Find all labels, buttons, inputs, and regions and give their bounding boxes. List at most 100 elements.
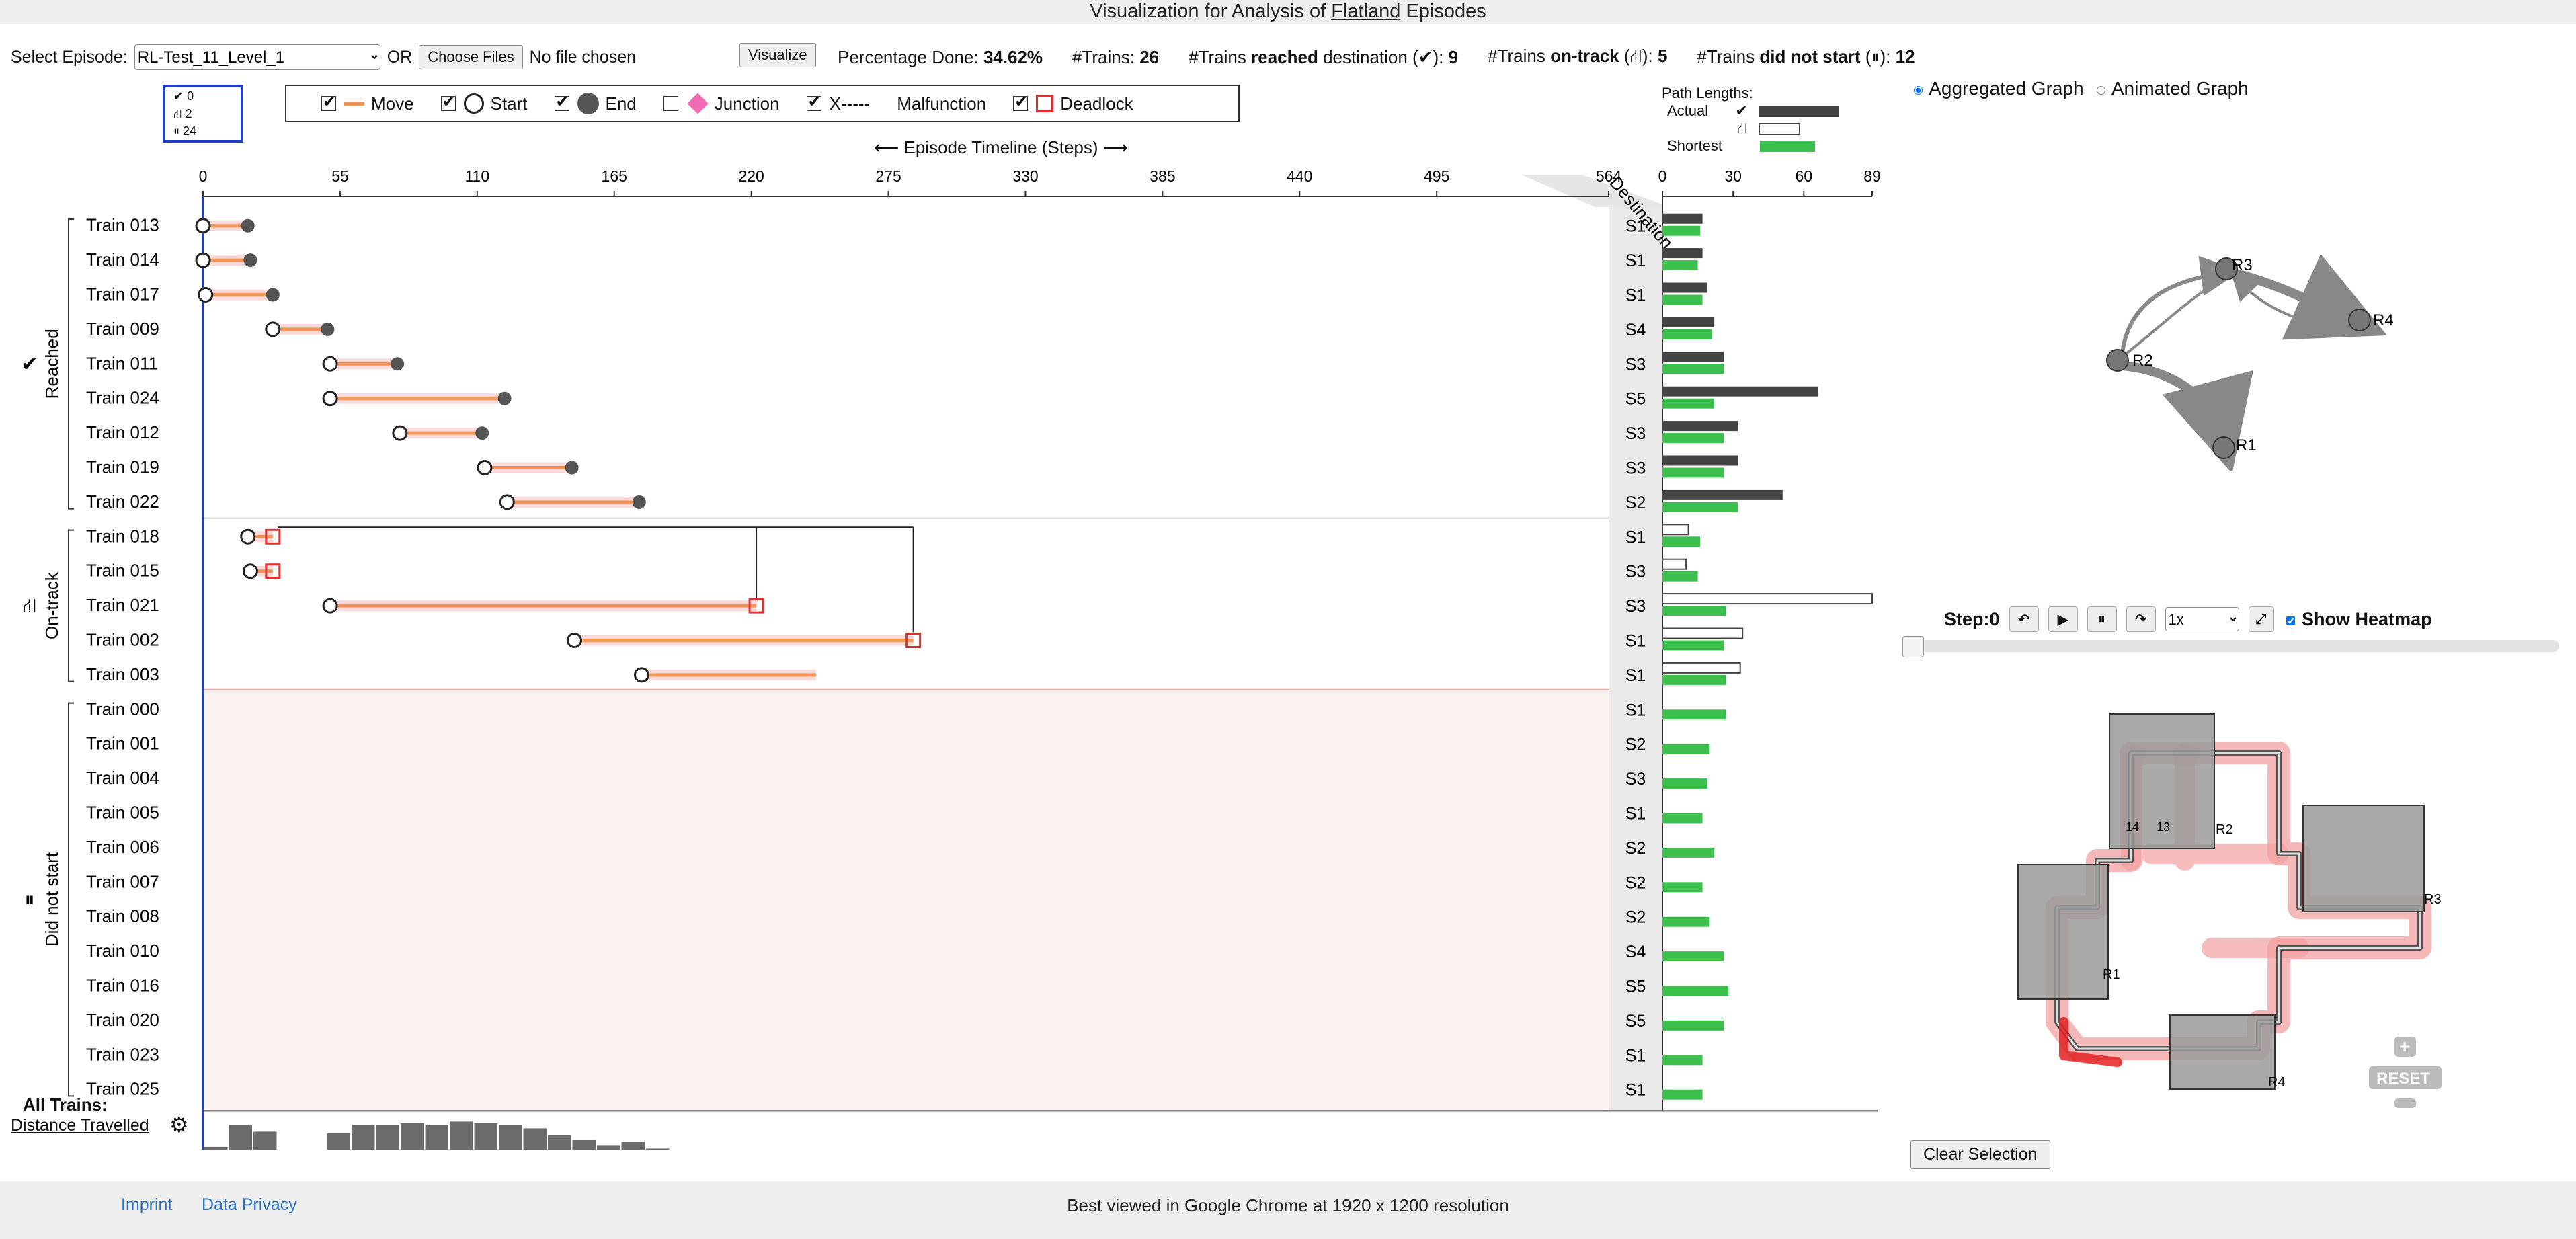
shortest-path-bar[interactable] — [1662, 329, 1712, 339]
pause-icon[interactable]: ⏸ — [2087, 606, 2117, 632]
actual-path-bar[interactable] — [1662, 489, 1783, 500]
node-r3[interactable] — [2215, 257, 2238, 280]
train-label[interactable]: Train 012 — [86, 422, 159, 442]
junction-checkbox[interactable] — [663, 96, 678, 111]
deadlock-marker[interactable] — [905, 633, 922, 648]
distance-bar[interactable] — [523, 1128, 547, 1150]
distance-bar[interactable] — [548, 1135, 571, 1150]
distance-bar[interactable] — [352, 1125, 375, 1150]
train-label[interactable]: Train 010 — [86, 941, 159, 961]
choose-files-button[interactable]: Choose Files — [419, 45, 523, 69]
distance-bar[interactable] — [401, 1123, 424, 1150]
train-label[interactable]: Train 013 — [86, 215, 159, 235]
start-marker[interactable] — [242, 563, 258, 579]
shortest-path-bar[interactable] — [1662, 709, 1726, 720]
data-privacy-link[interactable]: Data Privacy — [202, 1195, 297, 1214]
heatmap-checkbox[interactable] — [2286, 616, 2295, 625]
mini-legend[interactable]: ✔ 0 ⛙ 2 ⏸ 24 — [163, 85, 243, 143]
shortest-path-bar[interactable] — [1662, 1089, 1703, 1100]
gear-icon[interactable]: ⚙ — [169, 1113, 189, 1137]
train-label[interactable]: Train 023 — [86, 1044, 159, 1064]
distance-bar[interactable] — [646, 1148, 670, 1150]
step-forward-icon[interactable]: ↷ — [2126, 606, 2156, 632]
distance-bar[interactable] — [597, 1145, 620, 1150]
start-marker[interactable] — [322, 391, 338, 407]
shortest-path-bar[interactable] — [1662, 260, 1698, 271]
legend-move[interactable]: Move — [321, 92, 414, 114]
train-label[interactable]: Train 016 — [86, 975, 159, 996]
train-label[interactable]: Train 021 — [86, 595, 159, 615]
train-label[interactable]: Train 008 — [86, 906, 159, 926]
distance-bar[interactable] — [229, 1125, 253, 1150]
actual-path-bar[interactable] — [1662, 248, 1703, 259]
move-checkbox[interactable] — [321, 92, 336, 112]
shortest-path-bar[interactable] — [1662, 536, 1701, 547]
aggregated-graph-radio[interactable]: Aggregated Graph — [1910, 78, 2084, 99]
actual-path-bar[interactable] — [1662, 524, 1689, 536]
distance-bar[interactable] — [376, 1125, 400, 1150]
start-marker[interactable] — [322, 356, 338, 372]
actual-path-bar[interactable] — [1662, 627, 1744, 639]
imprint-link[interactable]: Imprint — [121, 1195, 173, 1214]
step-back-icon[interactable]: ↶ — [2009, 606, 2039, 632]
region-r3[interactable] — [2302, 805, 2425, 912]
shortest-path-bar[interactable] — [1662, 847, 1715, 858]
region-r1[interactable] — [2017, 864, 2109, 1000]
start-marker[interactable] — [195, 218, 211, 234]
shortest-path-bar[interactable] — [1662, 813, 1703, 824]
train-label[interactable]: Train 015 — [86, 561, 159, 581]
distance-bar[interactable] — [253, 1131, 277, 1150]
expand-icon[interactable]: ⤢ — [2248, 606, 2274, 632]
actual-path-bar[interactable] — [1662, 593, 1873, 605]
end-marker[interactable] — [321, 322, 335, 336]
deadlock-marker[interactable] — [265, 563, 281, 579]
start-marker[interactable] — [566, 633, 582, 648]
end-marker[interactable] — [497, 391, 512, 405]
train-label[interactable]: Train 006 — [86, 837, 159, 857]
distance-travelled-label[interactable]: Distance Travelled — [11, 1116, 149, 1135]
end-marker[interactable] — [475, 426, 489, 440]
end-marker[interactable] — [565, 461, 579, 475]
start-marker[interactable] — [322, 598, 338, 614]
train-label[interactable]: Train 017 — [86, 284, 159, 305]
aggregated-graph[interactable]: R2 R3 R4 R1 — [2097, 242, 2447, 471]
step-slider[interactable] — [1910, 640, 2559, 652]
legend-deadlock[interactable]: Deadlock — [1013, 92, 1133, 114]
animated-graph-radio[interactable]: Animated Graph — [2093, 78, 2249, 99]
shortest-path-bar[interactable] — [1662, 467, 1724, 478]
train-label[interactable]: Train 000 — [86, 698, 159, 719]
actual-path-bar[interactable] — [1662, 317, 1715, 327]
node-r4[interactable] — [2348, 309, 2371, 331]
train-label[interactable]: Train 022 — [86, 491, 159, 512]
train-label[interactable]: Train 025 — [86, 1079, 159, 1099]
rail-map[interactable]: R2 R3 R1 R4 14 13 + RESET — [2010, 706, 2467, 1109]
actual-path-bar[interactable] — [1662, 421, 1738, 432]
episode-select[interactable]: RL-Test_11_Level_1 — [134, 44, 380, 70]
node-r1[interactable] — [2212, 436, 2235, 459]
shortest-path-bar[interactable] — [1662, 916, 1710, 927]
end-marker[interactable] — [241, 218, 255, 233]
distance-bar[interactable] — [425, 1125, 449, 1150]
distance-bar[interactable] — [327, 1133, 351, 1150]
train-label[interactable]: Train 001 — [86, 733, 159, 754]
distance-bar[interactable] — [450, 1121, 473, 1150]
end-marker[interactable] — [266, 288, 280, 302]
distance-bar[interactable] — [621, 1142, 645, 1150]
speed-select[interactable]: 1x — [2165, 607, 2239, 631]
zoom-in-icon[interactable] — [2394, 1037, 2416, 1057]
reset-button[interactable] — [2369, 1066, 2442, 1089]
legend-end[interactable]: End — [554, 92, 637, 114]
shortest-path-bar[interactable] — [1662, 364, 1724, 374]
shortest-path-bar[interactable] — [1662, 606, 1726, 616]
train-label[interactable]: Train 018 — [86, 526, 159, 546]
distance-bar[interactable] — [474, 1123, 498, 1150]
train-label[interactable]: Train 007 — [86, 871, 159, 891]
shortest-path-bar[interactable] — [1662, 502, 1738, 512]
actual-path-bar[interactable] — [1662, 386, 1818, 397]
start-marker[interactable] — [499, 494, 515, 510]
shortest-path-bar[interactable] — [1662, 571, 1698, 582]
region-r2[interactable] — [2109, 713, 2215, 849]
train-label[interactable]: Train 002 — [86, 630, 159, 650]
node-r2[interactable] — [2106, 349, 2129, 372]
